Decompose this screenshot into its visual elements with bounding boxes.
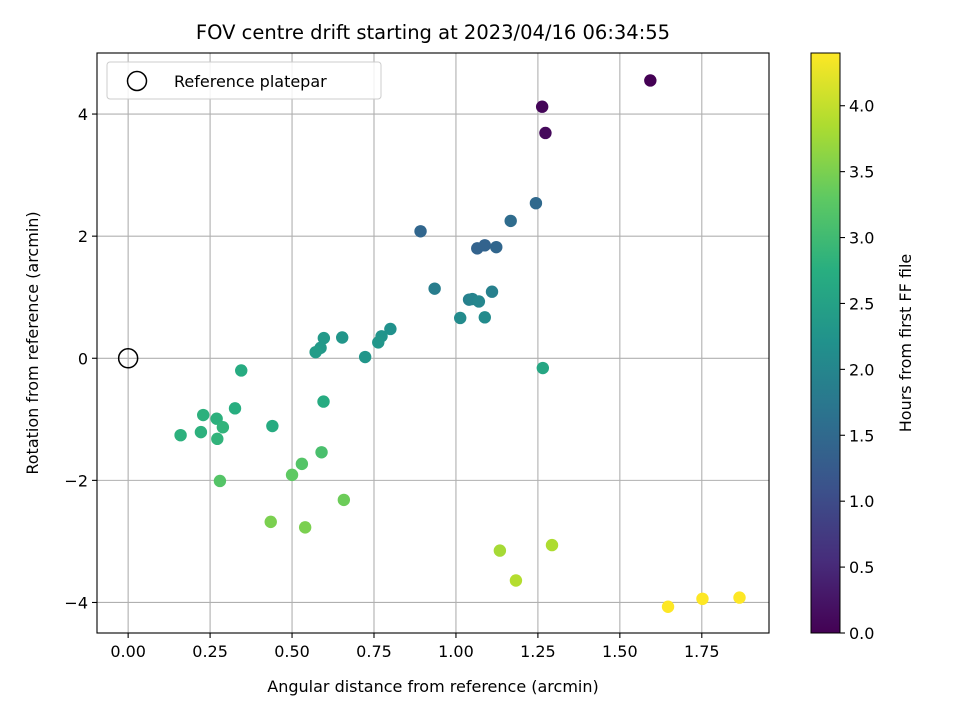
scatter-point — [478, 311, 491, 324]
colorbar-gradient — [810, 52, 841, 634]
scatter-point — [733, 591, 746, 604]
scatter-point — [317, 395, 330, 408]
scatter-point — [194, 425, 208, 439]
plot-area-frame — [96, 52, 770, 634]
scatter-point — [478, 239, 491, 252]
y-tick-label: 4 — [78, 105, 88, 124]
x-tick-label: 1.25 — [520, 642, 556, 661]
x-tick-label: 0.75 — [356, 642, 392, 661]
scatter-point — [213, 474, 227, 488]
y-tick-label: −4 — [64, 593, 88, 612]
y-tick-label: 2 — [78, 227, 88, 246]
scatter-point — [211, 432, 224, 446]
colorbar-tick-label: 1.0 — [849, 492, 874, 511]
scatter-point — [335, 331, 349, 344]
scatter-point — [216, 421, 230, 434]
scatter-point — [235, 364, 248, 377]
scatter-point — [197, 408, 210, 422]
colorbar-tick-label: 3.5 — [849, 163, 874, 182]
chart-title: FOV centre drift starting at 2023/04/16 … — [196, 21, 670, 44]
colorbar-label: Hours from first FF file — [896, 254, 915, 433]
x-tick-label: 1.00 — [438, 642, 474, 661]
scatter-points — [117, 74, 746, 613]
scatter-point — [358, 350, 372, 364]
y-axis-ticks: −4 −2 0 2 4 — [64, 105, 97, 612]
scatter-point — [428, 282, 441, 295]
scatter-point — [174, 428, 187, 442]
scatter-point — [472, 295, 486, 308]
legend: Reference platepar — [106, 61, 382, 100]
x-tick-label: 1.75 — [684, 642, 720, 661]
scatter-point — [696, 592, 709, 606]
colorbar: 0.0 0.5 1.0 1.5 2.0 2.5 3.0 3.5 4.0 Hours from f… — [810, 52, 915, 643]
x-tick-label: 0.00 — [110, 642, 146, 661]
scatter-point — [539, 126, 552, 140]
scatter-point — [414, 225, 427, 238]
x-axis-ticks: 0.00 0.25 0.50 0.75 1.00 1.25 1.50 1.75 — [110, 633, 720, 661]
x-tick-label: 1.50 — [602, 642, 638, 661]
scatter-point — [545, 538, 559, 552]
scatter-point — [384, 322, 397, 336]
scatter-point — [493, 544, 507, 557]
scatter-point — [536, 361, 550, 375]
grid-lines — [97, 53, 769, 633]
colorbar-tick-label: 4.0 — [849, 97, 874, 116]
scatter-point — [298, 521, 312, 534]
scatter-point — [509, 574, 523, 587]
legend-marker-reference — [126, 70, 148, 92]
scatter-point — [315, 446, 328, 459]
scatter-point — [504, 214, 517, 228]
x-tick-label: 0.50 — [274, 642, 310, 661]
scatter-point — [485, 285, 499, 298]
scatter-point — [454, 311, 467, 325]
reference-platepar-marker — [117, 348, 139, 369]
x-tick-label: 0.25 — [192, 642, 228, 661]
scatter-point — [266, 419, 279, 433]
scatter-point — [317, 331, 331, 345]
scatter-point — [644, 74, 657, 87]
y-axis-label: Rotation from reference (arcmin) — [23, 211, 42, 474]
legend-label-reference: Reference platepar — [174, 72, 327, 91]
colorbar-tick-label: 2.0 — [849, 360, 874, 379]
scatter-point — [210, 412, 223, 425]
scatter-point — [529, 196, 543, 210]
colorbar-tick-label: 0.5 — [849, 558, 874, 577]
scatter-point — [535, 100, 549, 113]
scatter-point — [490, 240, 503, 254]
y-tick-label: 0 — [78, 349, 88, 368]
colorbar-tick-label: 2.5 — [849, 294, 874, 313]
scatter-point — [228, 402, 242, 415]
colorbar-ticks: 0.0 0.5 1.0 1.5 2.0 2.5 3.0 3.5 4.0 — [840, 97, 874, 643]
scatter-point — [285, 468, 299, 482]
scatter-point — [661, 600, 675, 613]
colorbar-tick-label: 3.0 — [849, 229, 874, 248]
y-tick-label: −2 — [64, 471, 88, 490]
scatter-point — [264, 515, 277, 529]
colorbar-tick-label: 0.0 — [849, 624, 874, 643]
scatter-point — [309, 345, 322, 359]
scatter-point — [372, 336, 385, 349]
x-axis-label: Angular distance from reference (arcmin) — [267, 677, 598, 696]
colorbar-tick-label: 1.5 — [849, 426, 874, 445]
legend-box — [106, 61, 382, 100]
scatter-point — [295, 457, 309, 471]
scatter-point — [337, 493, 351, 507]
